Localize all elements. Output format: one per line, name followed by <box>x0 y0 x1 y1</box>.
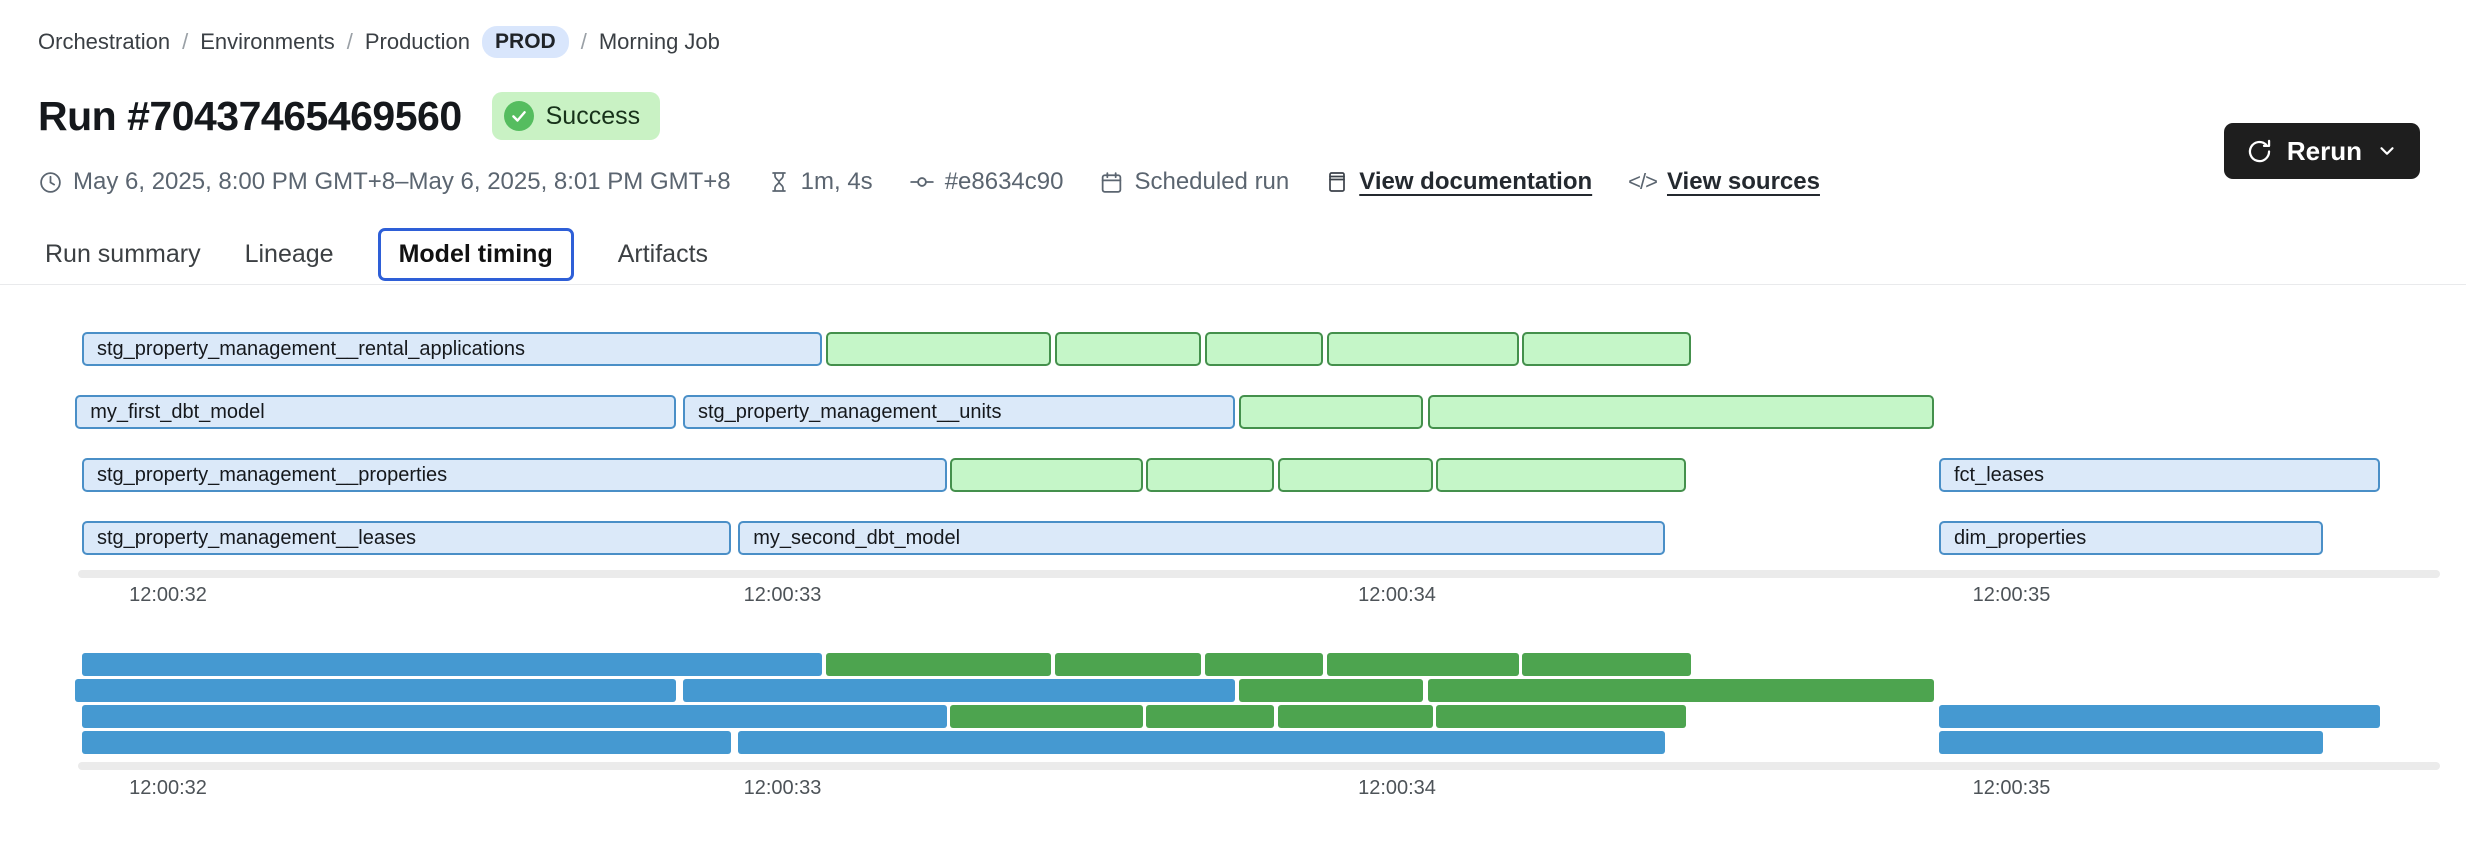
gantt-bar-fct_leases[interactable]: fct_leases <box>1938 458 2381 492</box>
minimap-bar[interactable] <box>1326 653 1519 676</box>
breadcrumb-orchestration[interactable]: Orchestration <box>38 29 171 54</box>
title-row: Run #70437465469560 Success <box>38 92 661 140</box>
schedule-meta: May 6, 2025, 8:00 PM GMT+8–May 6, 2025, … <box>38 168 731 196</box>
minimap-bar[interactable] <box>1521 653 1691 676</box>
breadcrumb-separator: / <box>182 29 189 54</box>
gantt-axis-tick: 12:00:34 <box>1358 584 1436 606</box>
minimap-bar[interactable] <box>1277 705 1433 728</box>
check-icon <box>503 101 534 131</box>
minimap-bar[interactable] <box>1427 679 1935 702</box>
gantt-axis-tick: 12:00:32 <box>129 584 207 606</box>
minimap-bar[interactable] <box>81 705 948 728</box>
gantt-bar-segment[interactable] <box>1326 332 1519 366</box>
gantt-bar-segment[interactable] <box>1277 458 1433 492</box>
horizontal-scrollbar[interactable] <box>78 762 2440 770</box>
hourglass-icon <box>771 172 786 192</box>
gantt-axis-tick: 12:00:35 <box>1972 584 2051 606</box>
code-icon: </> <box>1628 169 1658 194</box>
view-documentation-link[interactable]: View documentation <box>1359 168 1593 195</box>
gantt-bar-my_second_dbt_model[interactable]: my_second_dbt_model <box>738 521 1665 555</box>
gantt-bar-segment[interactable] <box>1427 395 1935 429</box>
minimap-bar[interactable] <box>1938 731 2324 754</box>
minimap-bar[interactable] <box>1145 705 1275 728</box>
gantt-bar-segment[interactable] <box>1521 332 1691 366</box>
minimap-bar[interactable] <box>75 679 677 702</box>
trigger-meta: Scheduled run <box>1099 168 1289 196</box>
minimap-bar[interactable] <box>1204 653 1323 676</box>
breadcrumb-production[interactable]: Production <box>364 29 471 54</box>
status-badge: Success <box>491 92 661 140</box>
status-label: Success <box>545 101 641 130</box>
view-sources-link[interactable]: View sources <box>1666 168 1820 195</box>
duration-meta: 1m, 4s <box>767 168 873 196</box>
minimap-bar[interactable] <box>81 653 822 676</box>
tab-run-summary[interactable]: Run summary <box>45 240 201 268</box>
gantt-bar-my_first_dbt_model[interactable]: my_first_dbt_model <box>75 395 677 429</box>
minimap-axis-tick: 12:00:34 <box>1358 777 1436 799</box>
gantt-bar-segment[interactable] <box>949 458 1144 492</box>
schedule-text: May 6, 2025, 8:00 PM GMT+8–May 6, 2025, … <box>73 168 731 195</box>
gantt-bar-stg_property_management__rental_applications[interactable]: stg_property_management__rental_applicat… <box>81 332 822 366</box>
gantt-axis-tick: 12:00:33 <box>743 584 822 606</box>
gantt-bar-segment[interactable] <box>1239 395 1423 429</box>
gantt-bar-segment[interactable] <box>826 332 1052 366</box>
docs-link-item[interactable]: View documentation <box>1325 168 1592 196</box>
commit-text[interactable]: #e8634c90 <box>944 168 1064 195</box>
clock-icon <box>40 171 61 193</box>
horizontal-scrollbar[interactable] <box>78 570 2440 578</box>
minimap-bar[interactable] <box>81 731 731 754</box>
minimap-axis-tick: 12:00:35 <box>1972 777 2051 799</box>
tab-lineage[interactable]: Lineage <box>244 240 334 268</box>
refresh-icon <box>2246 138 2273 165</box>
minimap-bar[interactable] <box>738 731 1665 754</box>
minimap-axis-tick: 12:00:33 <box>743 777 822 799</box>
gantt-bar-segment[interactable] <box>1435 458 1686 492</box>
breadcrumb: Orchestration / Environments / Productio… <box>38 26 720 58</box>
duration-text: 1m, 4s <box>800 168 873 195</box>
breadcrumb-separator: / <box>346 29 353 54</box>
minimap-bar[interactable] <box>1239 679 1423 702</box>
tab-model-timing[interactable]: Model timing <box>377 228 574 281</box>
gantt-bar-dim_properties[interactable]: dim_properties <box>1938 521 2324 555</box>
rerun-label: Rerun <box>2286 135 2362 166</box>
run-meta-row: May 6, 2025, 8:00 PM GMT+8–May 6, 2025, … <box>38 168 1820 196</box>
breadcrumb-environments[interactable]: Environments <box>200 29 335 54</box>
minimap-bar[interactable] <box>682 679 1235 702</box>
tab-artifacts[interactable]: Artifacts <box>617 240 709 268</box>
commit-icon <box>909 177 934 187</box>
breadcrumb-morning-job[interactable]: Morning Job <box>598 29 720 54</box>
documentation-icon <box>1329 172 1346 192</box>
page-title: Run #70437465469560 <box>38 92 462 139</box>
minimap-bar[interactable] <box>826 653 1052 676</box>
run-tabs: Run summary Lineage Model timing Artifac… <box>45 228 708 281</box>
breadcrumb-separator: / <box>580 29 587 54</box>
minimap-bar[interactable] <box>1435 705 1686 728</box>
chevron-down-icon[interactable] <box>2376 140 2398 162</box>
gantt-bar-stg_property_management__leases[interactable]: stg_property_management__leases <box>81 521 731 555</box>
gantt-bar-stg_property_management__properties[interactable]: stg_property_management__properties <box>81 458 948 492</box>
minimap-bar[interactable] <box>949 705 1144 728</box>
prod-env-badge: PROD <box>482 26 569 58</box>
gantt-bar-stg_property_management__units[interactable]: stg_property_management__units <box>682 395 1235 429</box>
minimap-bar[interactable] <box>1054 653 1201 676</box>
tabs-divider <box>0 284 2466 285</box>
gantt-bar-segment[interactable] <box>1145 458 1275 492</box>
minimap-bar[interactable] <box>1938 705 2381 728</box>
trigger-text: Scheduled run <box>1134 168 1290 195</box>
gantt-bar-segment[interactable] <box>1204 332 1323 366</box>
gantt-bar-segment[interactable] <box>1054 332 1201 366</box>
sources-link-item[interactable]: </> View sources <box>1628 168 1820 196</box>
minimap-axis-tick: 12:00:32 <box>129 777 207 799</box>
rerun-button[interactable]: Rerun <box>2223 123 2420 179</box>
commit-meta: #e8634c90 <box>909 168 1064 196</box>
calendar-icon <box>1102 171 1122 193</box>
